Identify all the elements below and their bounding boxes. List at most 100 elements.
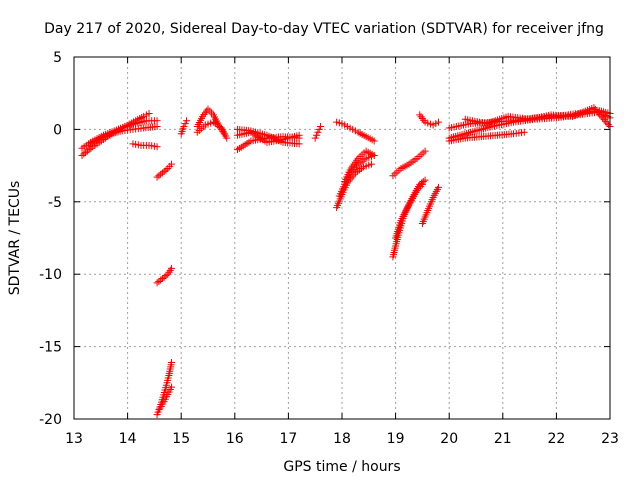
data-point	[155, 172, 163, 180]
data-point	[593, 107, 601, 115]
x-tick-label: 15	[172, 431, 190, 447]
data-point	[599, 114, 607, 122]
data-point	[311, 134, 319, 142]
x-tick-label: 13	[65, 431, 83, 447]
data-point	[420, 116, 428, 124]
y-tick-label: -10	[39, 267, 62, 283]
data-point	[153, 279, 161, 287]
y-axis-label: SDTVAR / TECUs	[7, 181, 23, 296]
x-tick-label: 19	[387, 431, 405, 447]
series-arc-7a	[333, 118, 378, 145]
data-point	[157, 170, 165, 178]
x-tick-label: 18	[333, 431, 351, 447]
data-point	[416, 111, 424, 119]
data-point	[153, 173, 161, 181]
series-arc-2a	[153, 160, 176, 181]
data-point	[418, 115, 426, 123]
series-arc-2d	[156, 383, 176, 413]
x-axis-label: GPS time / hours	[283, 459, 400, 475]
data-point	[201, 109, 209, 117]
series-arc-3	[177, 117, 191, 138]
data-point	[317, 123, 325, 131]
data-point	[157, 276, 165, 284]
series-arc-8c	[418, 183, 442, 228]
y-tick-labels: 5 0 -5 -10 -15 -20	[39, 50, 62, 428]
data-point	[418, 179, 426, 187]
y-tick-label: 0	[53, 122, 62, 138]
data-point	[80, 150, 88, 158]
data-point	[160, 273, 168, 281]
data-point	[153, 123, 161, 131]
data-point	[315, 125, 323, 133]
data-point	[370, 137, 378, 145]
data-point	[295, 131, 303, 139]
x-tick-labels: 13 14 15 16 17 18 19 20 21 22 23	[65, 431, 619, 447]
data-point	[594, 109, 602, 117]
data-point	[419, 178, 427, 186]
data-point	[206, 107, 214, 115]
data-point	[83, 147, 91, 155]
data-point	[181, 120, 189, 128]
x-tick-label: 20	[440, 431, 458, 447]
data-point	[603, 119, 611, 127]
data-point	[434, 183, 442, 191]
data-point	[158, 169, 166, 177]
data-point	[313, 131, 321, 139]
grid-lines	[74, 57, 610, 419]
data-point	[200, 111, 208, 119]
x-tick-label: 21	[494, 431, 512, 447]
data-point	[421, 176, 429, 184]
x-tick-label: 16	[226, 431, 244, 447]
x-tick-label: 14	[119, 431, 137, 447]
data-point	[145, 109, 153, 117]
data-point	[314, 128, 322, 136]
data-point	[418, 180, 426, 188]
series-arc-10c	[445, 128, 528, 145]
data-point	[155, 277, 163, 285]
data-point	[78, 151, 86, 159]
y-tick-label: -15	[39, 340, 62, 356]
x-tick-label: 22	[547, 431, 565, 447]
plot-frame	[73, 56, 611, 420]
data-point	[520, 128, 528, 136]
series-arc-10d	[461, 104, 614, 131]
data-point	[160, 167, 168, 175]
series-arc-6	[311, 123, 325, 142]
data-point	[158, 275, 166, 283]
data-point	[82, 149, 90, 157]
y-tick-label: 5	[53, 50, 62, 66]
data-point	[183, 117, 191, 125]
y-tick-label: -5	[48, 195, 62, 211]
data-point	[295, 140, 303, 148]
x-tick-label: 23	[601, 431, 619, 447]
data-point	[199, 112, 207, 120]
series-arc-8d	[389, 147, 429, 180]
chart-title: Day 217 of 2020, Sidereal Day-to-day VTE…	[44, 21, 604, 37]
data-point	[162, 272, 170, 280]
data-point	[596, 111, 604, 119]
data-point	[162, 166, 170, 174]
data-point	[370, 151, 378, 159]
series-arc-1c	[86, 123, 161, 148]
data-point	[367, 160, 375, 168]
data-point	[417, 113, 425, 121]
data-point	[168, 359, 176, 367]
data-point	[591, 105, 599, 113]
y-tick-label: -20	[39, 412, 62, 428]
data-point	[434, 118, 442, 126]
data-point	[168, 160, 176, 168]
data-point	[597, 112, 605, 120]
data-points	[78, 104, 614, 419]
data-point	[421, 147, 429, 155]
series-arc-7d	[341, 147, 378, 186]
series-arc-5c	[233, 125, 303, 148]
series-arc-4b	[193, 118, 231, 142]
data-point	[223, 134, 231, 142]
data-point	[180, 123, 188, 131]
data-point	[605, 121, 613, 129]
data-point	[168, 264, 176, 272]
data-point	[600, 116, 608, 124]
series-arc-8b	[392, 180, 426, 242]
series-arc-1d	[129, 140, 161, 151]
